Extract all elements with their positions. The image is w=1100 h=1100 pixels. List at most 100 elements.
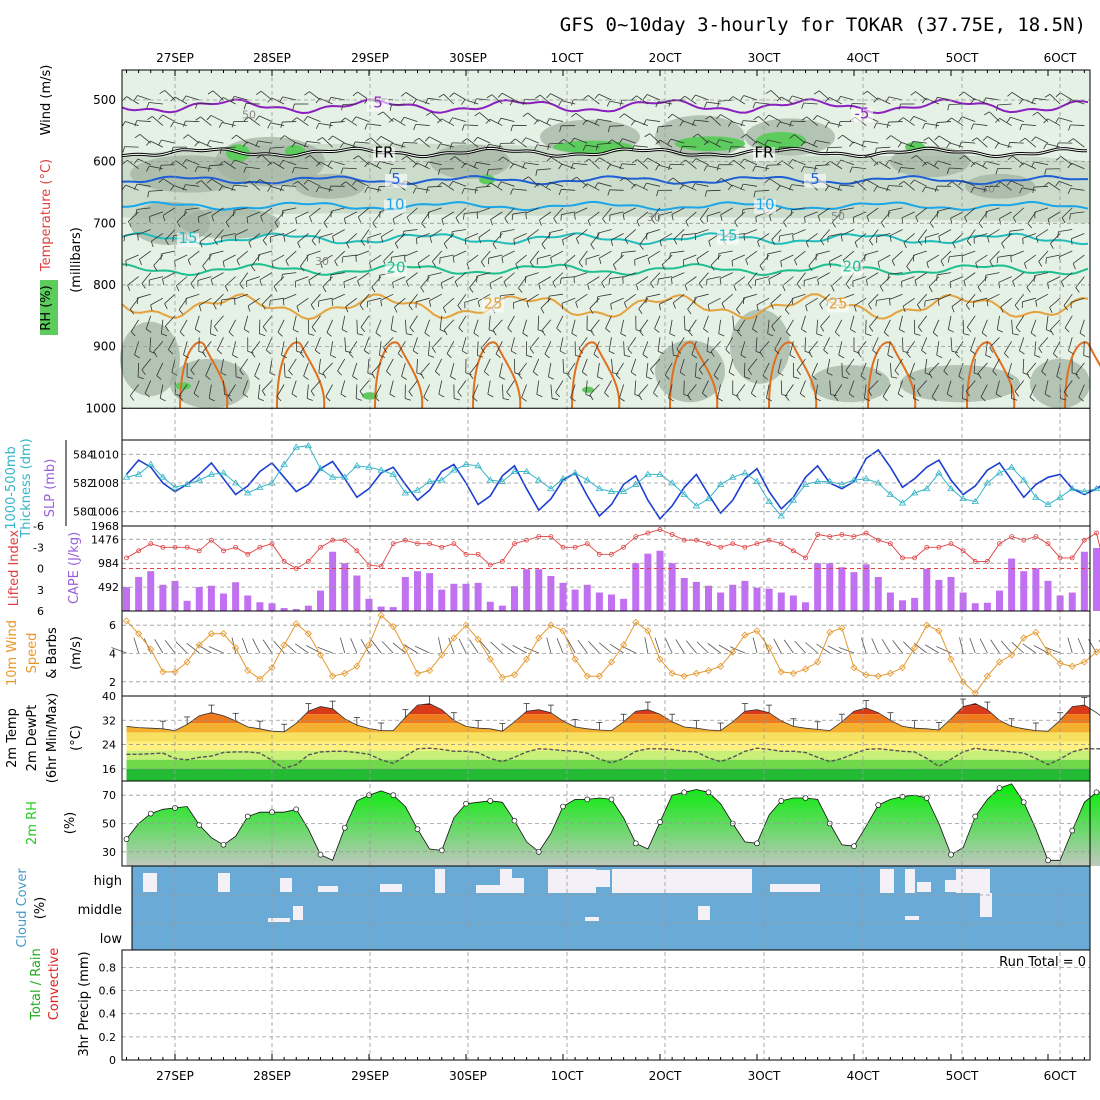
- wind-barb-flag: [266, 349, 272, 355]
- wind-barb: [149, 211, 164, 217]
- wind-barb: [1063, 293, 1073, 306]
- wind-barb: [771, 315, 782, 327]
- wind-barb: [951, 117, 964, 126]
- wind10-axis-label: 10m Wind: [5, 620, 20, 686]
- wind-barb-10m: [490, 641, 503, 654]
- lifted-index-marker: [948, 541, 954, 547]
- wind-barb-flag: [262, 326, 267, 332]
- wind-barb: [963, 91, 976, 101]
- wind-barb-flag: [134, 120, 138, 127]
- wind-barb: [867, 90, 879, 101]
- wind-barb-flag: [656, 126, 659, 133]
- lifted-index-marker: [693, 537, 699, 543]
- wind-barb: [368, 162, 382, 170]
- wind-speed-marker: [620, 641, 628, 649]
- wind-barb-flag: [291, 393, 298, 398]
- wind-barb-flag: [622, 277, 624, 284]
- wind-barb: [513, 163, 527, 170]
- wind-barb: [193, 380, 200, 394]
- wind-speed-marker: [923, 621, 931, 629]
- wind-barb: [236, 134, 248, 144]
- wind-barb-flag: [210, 279, 214, 286]
- wind-barb: [125, 121, 139, 126]
- lifted-index-marker: [245, 551, 251, 557]
- wind-barb-flag: [480, 261, 485, 267]
- wind-barb-flag: [590, 244, 595, 250]
- wind-barb: [221, 122, 236, 126]
- wind-barb-flag: [938, 236, 941, 243]
- wind-barb: [125, 184, 139, 191]
- wind-barb: [615, 362, 624, 376]
- wind-barb-flag: [443, 329, 448, 336]
- wind-barb-flag: [909, 179, 915, 185]
- wind-barb: [883, 319, 891, 333]
- wind-barb: [341, 315, 346, 330]
- thickness-marker: [583, 476, 591, 483]
- wind-barb: [917, 293, 928, 305]
- wind-barb-flag: [495, 353, 501, 359]
- wind-speed-marker: [389, 623, 397, 631]
- wind-barb-flag: [472, 397, 478, 402]
- wind-barb-flag: [310, 390, 315, 397]
- wind-barb: [461, 337, 467, 351]
- thickness-marker: [159, 473, 167, 480]
- thickness-axis-label-2: Thickness (dm): [19, 438, 34, 538]
- wind-barb-flag: [420, 287, 425, 293]
- rh-blob: [120, 321, 180, 397]
- wind-speed-marker: [341, 669, 349, 677]
- cape-bar: [583, 584, 591, 611]
- wind-barb-flag: [631, 145, 635, 152]
- wind-tick: 2: [109, 676, 116, 689]
- wind-barb-flag: [153, 351, 158, 358]
- contour-label-bg: [385, 262, 407, 277]
- wind-barb-flag: [206, 115, 212, 121]
- thickness-marker: [147, 460, 155, 467]
- wind-barb-flag: [461, 350, 468, 355]
- thickness-marker: [571, 469, 579, 476]
- wind-barb-flag: [322, 372, 327, 379]
- wind-barb: [503, 272, 515, 283]
- wind-barb-flag: [323, 222, 328, 228]
- wind-barb-flag: [485, 182, 491, 188]
- wind-barb-flag: [386, 370, 392, 376]
- wind-barb: [538, 182, 552, 191]
- thickness-marker: [377, 466, 385, 473]
- wind-barb-flag: [868, 304, 872, 310]
- wind-barb: [1078, 384, 1085, 398]
- wind-barb: [829, 97, 843, 105]
- wind-barb: [928, 362, 940, 374]
- wind-barb: [139, 250, 151, 260]
- cape-bar: [850, 572, 858, 611]
- wind-barb-flag: [310, 304, 315, 310]
- wind-barb-flag: [158, 139, 162, 146]
- wind-barb-flag: [359, 391, 364, 397]
- wind-barb-10m: [360, 638, 370, 654]
- wind-barb: [332, 229, 345, 237]
- date-label-bottom: 2OCT: [649, 1069, 682, 1083]
- wind-barb-flag: [994, 143, 999, 149]
- wind-barb-flag: [412, 98, 417, 105]
- thickness-marker: [595, 484, 604, 492]
- wind-speed-marker: [850, 664, 858, 672]
- wind-barb: [781, 96, 794, 105]
- temperature-contour-label: FR: [374, 143, 393, 161]
- wind-barb: [757, 233, 770, 242]
- wind-barb-flag: [879, 286, 884, 292]
- lifted-index-marker: [184, 544, 190, 550]
- wind-barb-flag: [805, 241, 809, 248]
- wind-barb: [1047, 211, 1061, 220]
- wind-barb-flag: [970, 123, 974, 130]
- wind-barb: [276, 384, 285, 397]
- wind-barb: [609, 211, 624, 216]
- wind-barb-flag: [589, 394, 594, 401]
- wind-barb: [613, 254, 624, 265]
- wind-barb-10m: [1022, 643, 1037, 654]
- lifted-index-marker: [148, 541, 154, 547]
- wind-barb: [355, 116, 370, 122]
- wind-barb: [271, 161, 285, 170]
- wind-barb-flag: [682, 260, 685, 267]
- wind-barb: [245, 166, 260, 170]
- wind-barb-flag: [835, 331, 840, 337]
- rh-green-blob: [582, 386, 594, 393]
- wind-barb-flag: [778, 235, 780, 242]
